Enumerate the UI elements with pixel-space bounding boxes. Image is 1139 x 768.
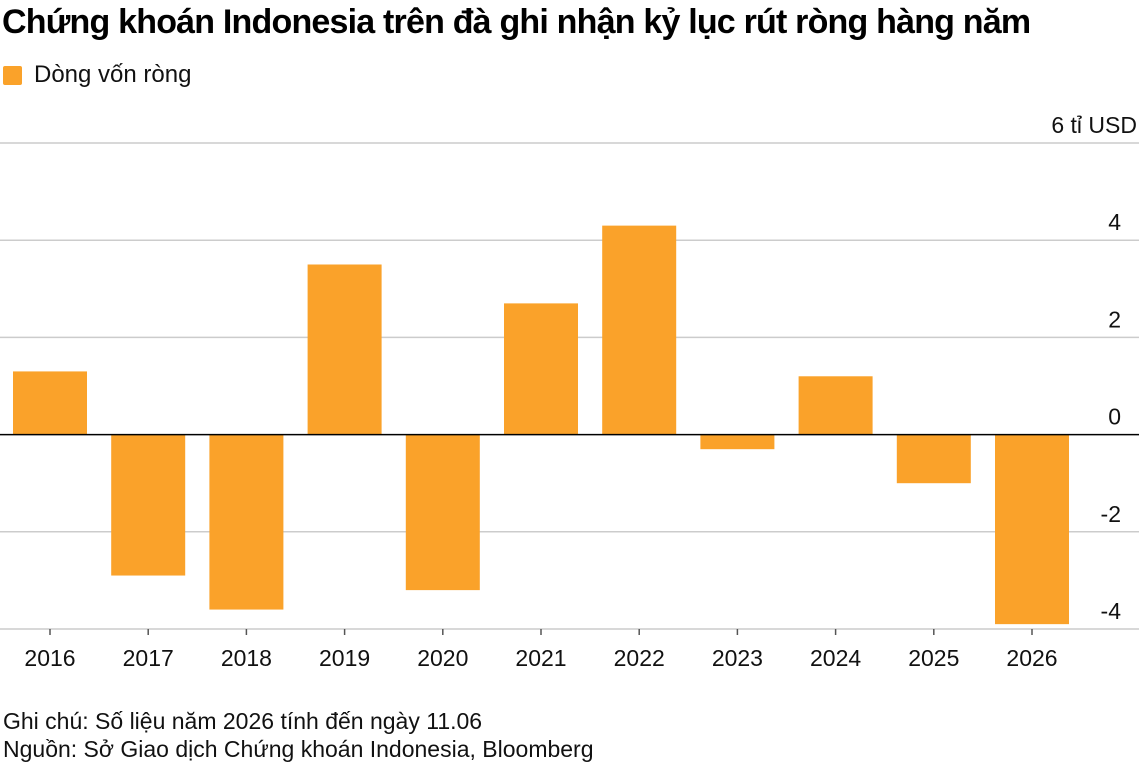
x-tick-label: 2018 (221, 645, 272, 671)
x-tick-label: 2024 (810, 645, 861, 671)
x-axis-labels: 2016 2017 2018 2019 2020 2021 2022 2023 2024 2025… (24, 645, 1057, 671)
x-tick-label: 2017 (123, 645, 174, 671)
bar-2021 (504, 303, 578, 435)
y-tick-label: 2 (1108, 306, 1121, 332)
legend: Dòng vốn ròng (3, 60, 191, 90)
bar-2020 (405, 434, 480, 591)
bar-2023 (700, 434, 775, 450)
x-tick-label: 2021 (515, 645, 566, 671)
y-axis-labels: 6 tỉ USD 4 2 0 -2 -4 (1051, 112, 1137, 624)
x-tick-label: 2020 (417, 645, 468, 671)
bar-2019 (307, 264, 382, 435)
x-tick-label: 2023 (712, 645, 763, 671)
bar-2022 (602, 225, 677, 435)
x-tick-label: 2019 (319, 645, 370, 671)
y-tick-label: -4 (1101, 598, 1122, 624)
legend-swatch (3, 65, 22, 85)
y-axis-unit-label: 6 tỉ USD (1051, 112, 1137, 138)
legend-label: Dòng vốn ròng (34, 61, 192, 88)
chart-source: Nguồn: Sở Giao dịch Chứng khoán Indonesi… (3, 736, 594, 762)
x-tick-label: 2022 (614, 645, 665, 671)
bar-chart: 6 tỉ USD 4 2 0 -2 -4 2016 2017 2018 2019 2020 2021… (0, 112, 1139, 671)
y-tick-label: 4 (1108, 209, 1121, 235)
bars (13, 225, 1069, 625)
bar-2025 (896, 434, 971, 484)
x-axis-ticks (49, 629, 1033, 635)
x-tick-label: 2016 (24, 645, 75, 671)
bar-2016 (13, 371, 87, 435)
bar-2024 (798, 376, 873, 435)
x-tick-label: 2025 (908, 645, 959, 671)
x-tick-label: 2026 (1006, 645, 1057, 671)
y-tick-label: -2 (1101, 501, 1121, 527)
bar-2026 (995, 434, 1069, 625)
y-tick-label: 0 (1108, 404, 1121, 430)
chart-note: Ghi chú: Số liệu năm 2026 tính đến ngày … (3, 708, 483, 734)
bar-2017 (111, 434, 186, 576)
chart-title: Chứng khoán Indonesia trên đà ghi nhận k… (2, 3, 1031, 41)
bar-2018 (209, 434, 284, 610)
